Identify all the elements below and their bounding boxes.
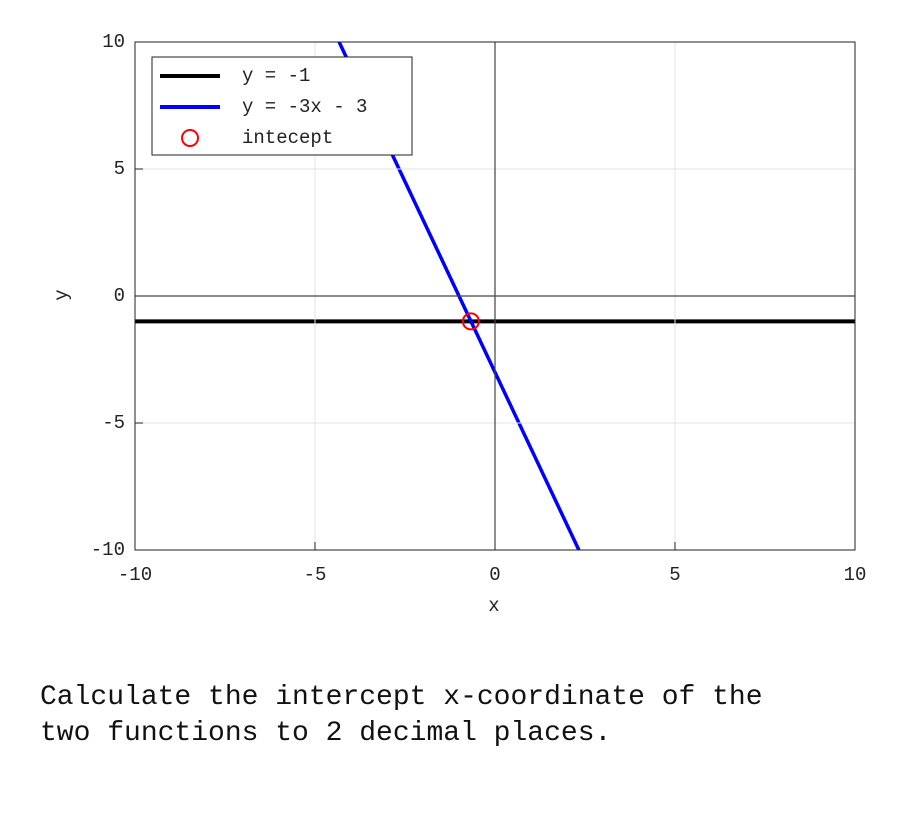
question-line: Calculate the intercept x-coordinate of … [40,682,763,713]
legend-label: y = -1 [242,65,310,87]
x-tick-label: -5 [304,564,327,586]
y-tick-label: -5 [102,412,125,434]
y-tick-label: -10 [91,539,125,561]
intercept-marker [461,312,480,331]
y-axis-label: y [51,289,73,300]
x-tick-label: 5 [669,564,680,586]
legend-marker [181,129,199,147]
plot-frame [134,41,856,551]
chart: x y -10 -5 0 5 10 -10 -5 0 5 10 y = -1 y = -3x - 3 i… [51,31,867,617]
y-tick-label: 5 [114,158,125,180]
y-tick-label: 10 [102,31,125,53]
y-tick-label: 0 [114,285,125,307]
question-line: two functions to 2 decimal places. [40,718,612,749]
x-axis-label: x [488,595,499,617]
question: Calculate the intercept x-coordinate of … [40,680,763,752]
x-tick-label: -10 [118,564,152,586]
x-tick-label: 0 [489,564,500,586]
x-tick-label: 10 [844,564,867,586]
legend-label: intecept [242,127,333,149]
legend-label: y = -3x - 3 [242,96,367,118]
